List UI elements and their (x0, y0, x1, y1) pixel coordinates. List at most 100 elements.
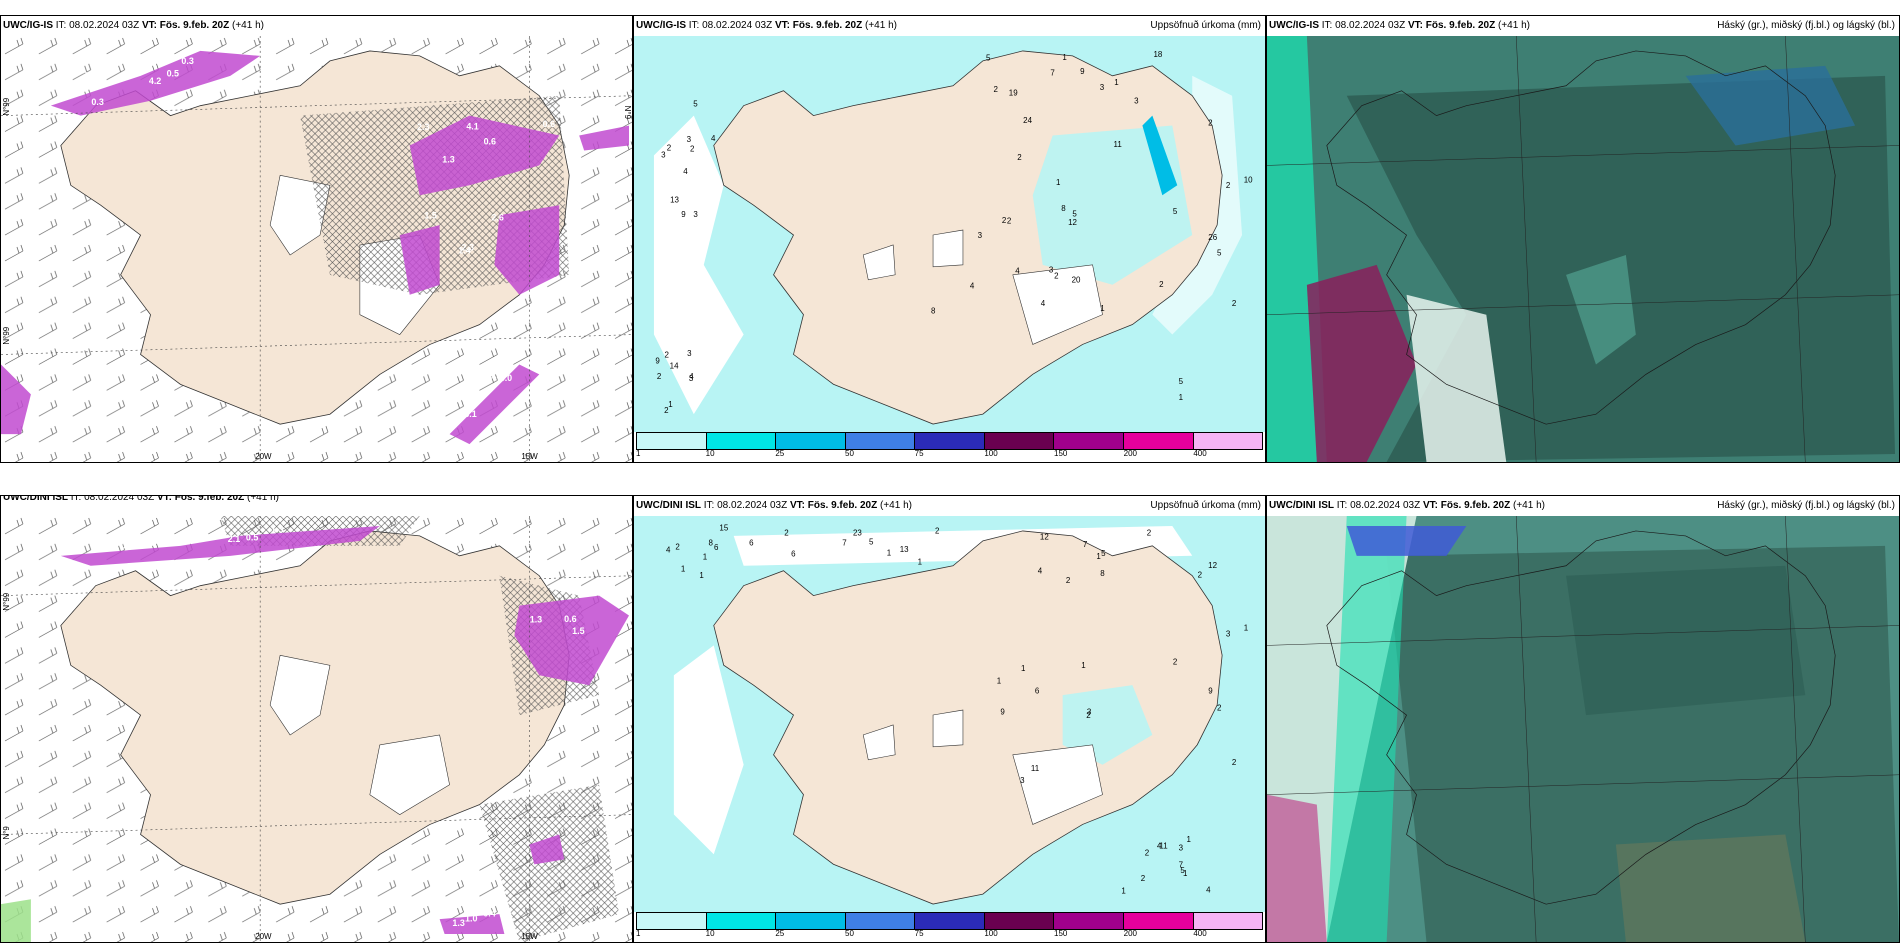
iceland-outline (1326, 530, 1836, 905)
precip-value-label: 24 (1023, 116, 1032, 125)
precip-value-label: 7 (842, 539, 847, 548)
mid-cloud (1685, 65, 1856, 146)
icing-value-label: 1.5 (572, 626, 584, 636)
icing-area (50, 50, 261, 116)
precip-value-label: 6 (714, 543, 719, 552)
panel-header: UWC/DINI ISL IT: 08.02.2024 03Z VT: Fös.… (3, 495, 628, 506)
precip-value-label: 1 (1183, 869, 1188, 878)
precip-value-label: 10 (1244, 176, 1253, 185)
cloud-gap (1615, 834, 1806, 942)
precip-value-label: 1 (1096, 552, 1101, 561)
precip-value-label: 19 (1009, 89, 1018, 98)
vt-value: Fös. 9.feb. 20Z (1425, 20, 1496, 31)
precip-value-label: 1 (1100, 304, 1105, 313)
glacier (862, 724, 896, 761)
precip-value-label: 2 (664, 406, 669, 415)
precip-value-label: 2 (1017, 153, 1022, 162)
panel-model: UWC/DINI ISL (636, 500, 701, 511)
icing-area (1, 364, 31, 435)
colorbar-cells (636, 912, 1263, 930)
precip-value-label: 4 (1157, 841, 1162, 850)
precip-value-label: 2 (1147, 528, 1152, 537)
it-value: 08.02.2024 03Z (84, 495, 155, 503)
colorbar-cell (915, 913, 985, 929)
icing-area (439, 914, 505, 935)
vt-value: Fös. 9.feb. 20Z (1440, 500, 1511, 511)
precip-value-label: 5 (1072, 209, 1077, 218)
precip-value-label: 4 (970, 282, 975, 291)
glacier (862, 244, 896, 281)
vt-label: VT: (774, 20, 790, 31)
mid-cloud (1306, 264, 1417, 462)
icing-value-label: 4.2 (149, 76, 161, 86)
precip-value-label: 2 (994, 85, 999, 94)
panel-header: UWC/IG-IS IT: 08.02.2024 03Z VT: Fös. 9.… (1269, 18, 1895, 34)
precip-value-label: 3 (1100, 83, 1105, 92)
icing-value-label: 1.5 (424, 211, 436, 221)
map-area: 20W 15W N°99 N°9 N°99 4.2 2.3 2.3 3.1 0.5 1.3… (1, 36, 632, 462)
colorbar-cell (1123, 433, 1194, 449)
colorbar-label: 1 (636, 449, 641, 458)
vt-label: VT: (789, 500, 805, 511)
precip-value-label: 1 (1021, 664, 1026, 673)
clear-area (1406, 294, 1507, 462)
icing-value-label: 0.3 (91, 97, 103, 107)
colorbar-cell (984, 913, 1055, 929)
colorbar-labels: 1 10 25 50 75 100 150 200 400 (636, 929, 1263, 941)
colorbar-label: 100 (984, 449, 998, 458)
colorbar-cell (637, 433, 707, 449)
precip-value-label: 5 (1217, 249, 1222, 258)
colorbar-label: 150 (1054, 929, 1068, 938)
precip-value-label: 2 (667, 144, 672, 153)
colorbar-label: 200 (1123, 449, 1138, 458)
precip-value-label: 9 (655, 357, 660, 366)
icing-value-label: 3.1 (464, 409, 476, 419)
precip-value-label: 20 (1072, 275, 1081, 284)
precip-value-label: 11 (1113, 140, 1122, 149)
colorbar-label: 75 (914, 449, 924, 458)
precip-value-label: 2 (1066, 576, 1071, 585)
precip-value-label: 26 (1208, 233, 1217, 242)
precip-map-svg: 4555445111521318122223211122122234720261… (634, 36, 1265, 432)
map-panel-r2-precip: UWC/DINI ISL IT: 08.02.2024 03Z VT: Fös.… (633, 495, 1266, 943)
colorbar-cell (845, 433, 916, 449)
precip-value-label: 2 (935, 527, 940, 536)
precip-value-label: 4 (689, 372, 694, 381)
colorbar-label: 200 (1123, 929, 1138, 938)
lead-time: (+41 h) (880, 500, 912, 511)
colorbar: 1 10 25 50 75 100 150 200 400 (634, 912, 1265, 942)
precip-value-label: 2 (1208, 118, 1213, 127)
map-panel-r1-precip: UWC/IG-IS IT: 08.02.2024 03Z VT: Fös. 9.… (633, 15, 1266, 463)
colorbar-label: 25 (775, 449, 785, 458)
precip-value-label: 4 (683, 167, 688, 176)
dry-area (673, 645, 744, 855)
icing-area (60, 525, 380, 566)
precip-heavy (1142, 115, 1178, 196)
vt-value: Fös. 9.feb. 20Z (792, 20, 863, 31)
vt-label: VT: (156, 495, 172, 503)
colorbar-label: 400 (1193, 449, 1207, 458)
icing-map-svg: 20W 15W N°99 N°9 2.11.31.00.91.51.31.30.… (1, 516, 632, 942)
panel-header: UWC/IG-IS IT: 08.02.2024 03Z VT: Fös. 9.… (3, 18, 628, 34)
precip-value-label: 9 (1080, 67, 1085, 76)
precip-over-land (1062, 685, 1153, 765)
precip-value-label: 2 (1141, 874, 1146, 883)
precip-value-label: 4 (666, 546, 671, 555)
precip-numbers: 4555445111521318122223211122122234720261… (655, 50, 1253, 415)
map-panel-r2-icing: UWC/DINI ISL IT: 08.02.2024 03Z VT: Fös.… (0, 495, 633, 943)
icing-value-label: 2.3 (462, 242, 474, 252)
colorbar-label: 75 (914, 929, 924, 938)
icing-value-label: 1.4 (458, 245, 470, 255)
colorbar-cells (636, 432, 1263, 450)
cloud-map-svg (1267, 516, 1899, 942)
colorbar-label: 400 (1193, 929, 1207, 938)
precip-value-label: 9 (681, 210, 686, 219)
colorbar-cell (845, 913, 916, 929)
field-description: Háský (gr.), miðský (fj.bl.) og lágský (… (1717, 20, 1895, 31)
precip-value-label: 5 (693, 99, 698, 108)
precip-value-label: 5 (1179, 377, 1184, 386)
icing-value-label: 0.5 (167, 68, 179, 78)
precip-value-label: 5 (1173, 207, 1178, 216)
colorbar-label: 150 (1054, 449, 1068, 458)
